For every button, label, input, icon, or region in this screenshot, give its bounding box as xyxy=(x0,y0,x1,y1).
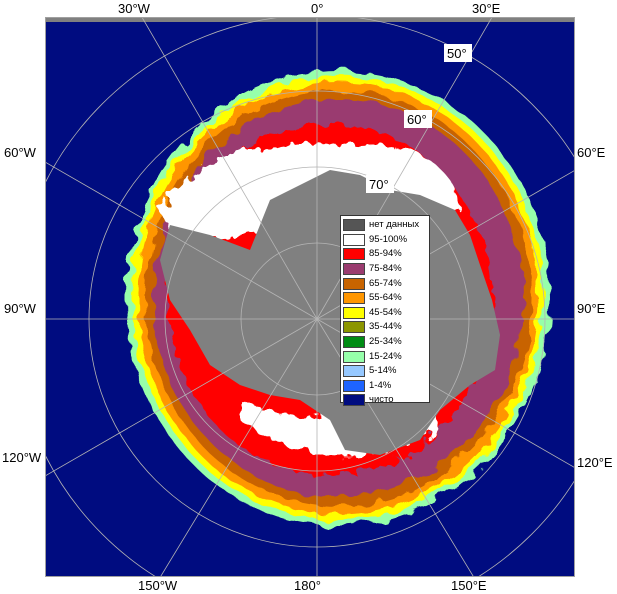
legend-item: нет данных xyxy=(343,218,427,233)
legend-item: чисто xyxy=(343,393,427,408)
lon-180-label: 180° xyxy=(294,578,321,593)
lat-70-box xyxy=(366,175,394,193)
legend-swatch xyxy=(343,321,365,334)
legend-swatch xyxy=(343,292,365,305)
lon-120w-label: 120°W xyxy=(2,450,42,465)
legend-label: 75-84% xyxy=(369,263,402,275)
legend-swatch xyxy=(343,336,365,349)
lon-90w-label: 90°W xyxy=(4,301,37,316)
lon-0-label: 0° xyxy=(311,1,323,16)
legend-item: 85-94% xyxy=(343,247,427,262)
legend-label: 65-74% xyxy=(369,277,402,289)
lon-60e-label: 60°E xyxy=(577,145,606,160)
lon-30w-label: 30°W xyxy=(118,1,151,16)
legend-label: 55-64% xyxy=(369,292,402,304)
legend-label: 95-100% xyxy=(369,233,408,245)
legend-item: 55-64% xyxy=(343,291,427,306)
legend-item: 1-4% xyxy=(343,379,427,394)
legend-swatch xyxy=(343,248,365,261)
meridian-30w xyxy=(141,18,318,320)
meridian-120w xyxy=(46,318,318,476)
lon-30e-label: 30°E xyxy=(472,1,501,16)
legend-label: 15-24% xyxy=(369,350,402,362)
ice-concentration-legend: нет данных 95-100% 85-94% 75-84% 65-74% 55-64… xyxy=(340,215,430,407)
legend-item: 65-74% xyxy=(343,276,427,291)
legend-item: 35-44% xyxy=(343,320,427,335)
top-no-data-strip xyxy=(46,18,574,22)
legend-item: 75-84% xyxy=(343,262,427,277)
legend-label: 25-34% xyxy=(369,336,402,348)
meridian-150w xyxy=(160,318,318,576)
legend-item: 45-54% xyxy=(343,306,427,321)
legend-swatch xyxy=(343,394,365,407)
lat-60-box xyxy=(404,110,432,128)
meridian-60w xyxy=(46,162,318,320)
legend-item: 95-100% xyxy=(343,233,427,248)
legend-label: чисто xyxy=(369,394,394,406)
legend-swatch xyxy=(343,219,365,232)
legend-label: 35-44% xyxy=(369,321,402,333)
lat-50-label: 50° xyxy=(447,46,467,61)
legend-item: 5-14% xyxy=(343,364,427,379)
legend-label: 45-54% xyxy=(369,306,402,318)
lon-90e-label: 90°E xyxy=(577,301,606,316)
lon-150e-label: 150°E xyxy=(451,578,487,593)
legend-swatch xyxy=(343,379,365,392)
legend-label: нет данных xyxy=(369,219,420,231)
legend-swatch xyxy=(343,263,365,276)
legend-swatch xyxy=(343,277,365,290)
legend-label: 85-94% xyxy=(369,248,402,260)
legend-swatch xyxy=(343,365,365,378)
legend-swatch xyxy=(343,233,365,246)
lon-60w-label: 60°W xyxy=(4,145,37,160)
lat-50-box xyxy=(444,44,472,62)
lat-70-label: 70° xyxy=(369,177,389,192)
legend-swatch xyxy=(343,350,365,363)
lon-120e-label: 120°E xyxy=(577,455,613,470)
lon-150w-label: 150°W xyxy=(138,578,178,593)
legend-item: 15-24% xyxy=(343,349,427,364)
legend-label: 1-4% xyxy=(369,379,392,391)
legend-item: 25-34% xyxy=(343,335,427,350)
legend-label: 5-14% xyxy=(369,365,397,377)
lat-60-label: 60° xyxy=(407,112,427,127)
legend-swatch xyxy=(343,306,365,319)
